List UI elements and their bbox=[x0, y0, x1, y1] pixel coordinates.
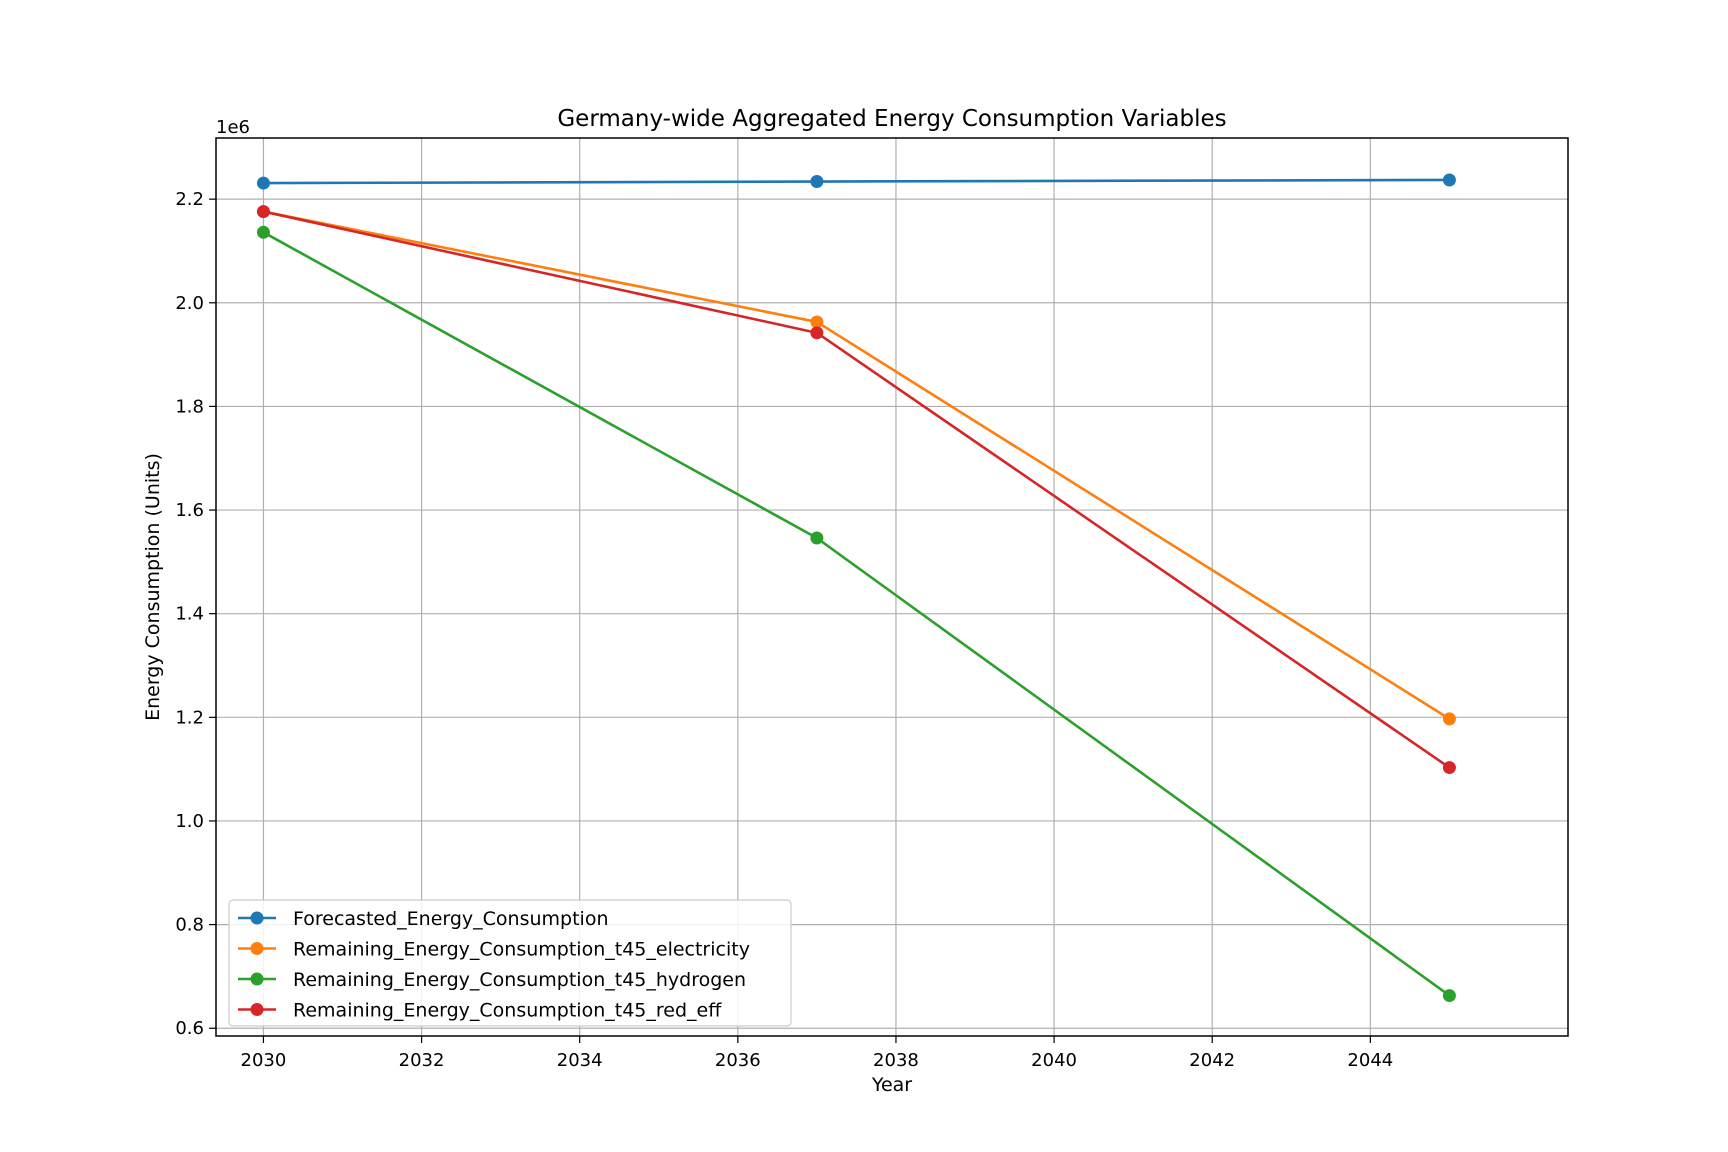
data-point bbox=[1442, 712, 1456, 726]
series-layer bbox=[256, 173, 1456, 1003]
x-tick-label: 2040 bbox=[1031, 1050, 1077, 1071]
data-point bbox=[810, 315, 824, 329]
x-axis-label: Year bbox=[871, 1074, 912, 1096]
legend-marker bbox=[250, 972, 264, 986]
x-tick-label: 2036 bbox=[715, 1050, 761, 1071]
grid bbox=[216, 138, 1568, 1036]
series-4 bbox=[256, 205, 1456, 775]
x-tick-label: 2032 bbox=[399, 1050, 445, 1071]
y-tick-label: 1.0 bbox=[175, 811, 204, 832]
data-point bbox=[256, 176, 270, 190]
legend-label: Remaining_Energy_Consumption_t45_electri… bbox=[293, 939, 750, 961]
y-tick-label: 2.2 bbox=[175, 189, 204, 210]
x-tick-label: 2038 bbox=[873, 1050, 919, 1071]
x-tick-label: 2034 bbox=[557, 1050, 603, 1071]
data-point bbox=[810, 175, 824, 189]
axis-ticks: 2030 2032 2034 2036 2038 2040 2042 2044 0.6 0.8 1.… bbox=[175, 189, 1393, 1071]
x-tick-label: 2030 bbox=[241, 1050, 287, 1071]
data-point bbox=[810, 326, 824, 340]
y-tick-label: 1.2 bbox=[175, 707, 204, 728]
legend-label: Remaining_Energy_Consumption_t45_hydroge… bbox=[293, 969, 746, 991]
data-point bbox=[256, 205, 270, 219]
series-1 bbox=[256, 173, 1456, 190]
chart-title: Germany-wide Aggregated Energy Consumpti… bbox=[557, 106, 1226, 132]
y-axis-label: Energy Consumption (Units) bbox=[142, 453, 164, 721]
data-point bbox=[810, 531, 824, 545]
legend-entry: Remaining_Energy_Consumption_t45_hydroge… bbox=[238, 969, 746, 991]
legend-marker bbox=[250, 942, 264, 955]
x-tick-label: 2042 bbox=[1189, 1050, 1235, 1071]
plot-frame bbox=[215, 137, 1569, 1037]
y-tick-label: 0.6 bbox=[175, 1018, 204, 1039]
y-tick-label: 1.6 bbox=[175, 500, 204, 521]
data-point bbox=[1442, 173, 1456, 187]
legend-label: Forecasted_Energy_Consumption bbox=[293, 908, 609, 930]
legend: Forecasted_Energy_Consumption Remaining_E… bbox=[228, 899, 792, 1027]
legend-entry: Forecasted_Energy_Consumption bbox=[238, 908, 609, 930]
y-offset-label: 1e6 bbox=[216, 117, 250, 138]
legend-marker bbox=[250, 1003, 264, 1016]
legend-label: Remaining_Energy_Consumption_t45_red_eff bbox=[293, 1000, 722, 1022]
series-3 bbox=[256, 225, 1456, 1003]
y-tick-label: 1.4 bbox=[175, 604, 204, 625]
y-tick-label: 0.8 bbox=[175, 915, 204, 936]
legend-box bbox=[228, 899, 792, 1027]
y-tick-label: 2.0 bbox=[175, 293, 204, 314]
data-point bbox=[256, 225, 270, 239]
legend-marker bbox=[250, 911, 264, 925]
y-tick-label: 1.8 bbox=[175, 396, 204, 417]
x-tick-label: 2044 bbox=[1347, 1050, 1393, 1071]
legend-entry: Remaining_Energy_Consumption_t45_red_eff bbox=[238, 1000, 722, 1022]
data-point bbox=[1442, 761, 1456, 775]
legend-entry: Remaining_Energy_Consumption_t45_electri… bbox=[238, 939, 750, 961]
data-point bbox=[1442, 989, 1456, 1003]
